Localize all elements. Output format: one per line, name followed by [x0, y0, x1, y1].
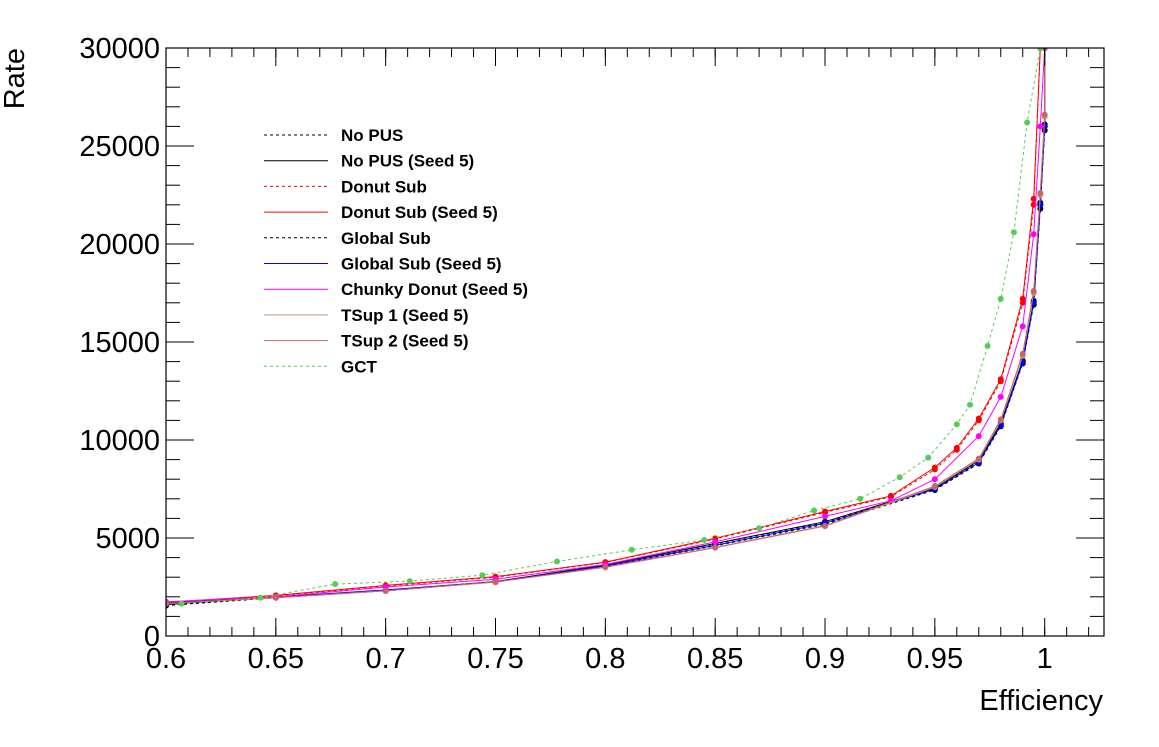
y-tick-label: 0	[144, 621, 160, 653]
legend-label: Chunky Donut (Seed 5)	[341, 280, 528, 299]
legend-label: TSup 1 (Seed 5)	[341, 306, 469, 325]
legend: No PUS No PUS (Seed 5) Donut Sub Donut Sub …	[264, 126, 528, 376]
data-point	[811, 507, 818, 514]
data-point	[178, 600, 185, 607]
data-point	[628, 546, 635, 553]
legend-label: No PUS	[341, 126, 403, 145]
x-axis: 0.6 0.65 0.7 0.75 0.8 0.85 0.9 0.95 1	[146, 48, 1090, 675]
data-point	[953, 421, 960, 428]
y-tick-label: 30000	[79, 33, 160, 65]
data-point	[602, 564, 609, 571]
data-point	[967, 401, 973, 408]
x-tick-label: 0.65	[248, 643, 304, 675]
y-tick-label: 25000	[79, 131, 160, 163]
data-point	[931, 476, 938, 483]
data-point	[975, 415, 982, 422]
x-tick-label: 0.85	[687, 643, 743, 675]
y-axis-title: Rate	[0, 48, 31, 109]
data-point	[975, 455, 982, 462]
legend-label: Donut Sub	[341, 177, 427, 196]
data-point	[701, 536, 708, 543]
data-point	[997, 295, 1004, 302]
data-point	[272, 594, 279, 601]
data-point	[257, 594, 264, 601]
legend-label: GCT	[341, 357, 378, 376]
data-point	[953, 444, 960, 451]
data-point	[822, 513, 829, 520]
legend-label: No PUS (Seed 5)	[341, 152, 474, 171]
data-point	[1019, 323, 1026, 330]
x-tick-label: 0.95	[907, 643, 963, 675]
data-point	[1037, 123, 1044, 130]
data-point	[1010, 229, 1017, 236]
data-point	[1037, 201, 1044, 208]
legend-label: TSup 2 (Seed 5)	[341, 332, 469, 351]
data-point	[1030, 195, 1037, 202]
data-point	[822, 508, 829, 515]
x-tick-label: 0.6	[146, 643, 186, 675]
data-point	[756, 525, 763, 532]
data-point	[712, 544, 719, 551]
data-point	[479, 572, 486, 579]
data-point	[997, 416, 1004, 423]
series-line-gct	[181, 48, 1041, 605]
data-point	[1024, 119, 1031, 126]
data-point	[997, 393, 1004, 400]
data-point	[822, 522, 829, 529]
y-axis: 0 5000 10000 15000 20000 25000 30000	[79, 33, 1104, 653]
data-point	[887, 492, 894, 499]
x-tick-label: 0.9	[805, 643, 845, 675]
y-tick-label: 10000	[79, 425, 160, 457]
series-gct	[178, 48, 1044, 607]
data-point	[1041, 111, 1048, 118]
x-tick-label: 0.8	[585, 643, 625, 675]
data-point	[1019, 350, 1026, 357]
data-point	[931, 483, 938, 490]
x-tick-label: 0.7	[366, 643, 406, 675]
data-point	[406, 578, 413, 585]
data-point	[857, 495, 864, 502]
y-tick-label: 15000	[79, 327, 160, 359]
data-point	[166, 600, 169, 607]
data-point	[931, 464, 938, 471]
data-point	[712, 538, 719, 545]
data-point	[1030, 231, 1037, 238]
data-point	[332, 581, 339, 588]
data-point	[896, 474, 903, 481]
data-point	[984, 342, 991, 349]
y-tick-label: 5000	[95, 523, 160, 555]
data-point	[1037, 190, 1044, 197]
legend-label: Donut Sub (Seed 5)	[341, 203, 498, 222]
legend-label: Global Sub (Seed 5)	[341, 255, 502, 274]
data-point	[1019, 295, 1026, 302]
data-point	[1037, 48, 1044, 51]
legend-label: Global Sub	[341, 229, 431, 248]
series-layer	[166, 48, 1048, 609]
data-point	[382, 587, 389, 594]
data-point	[1041, 123, 1048, 130]
data-point	[1030, 288, 1037, 295]
series-tsup-2-seed-5	[166, 48, 1048, 607]
data-point	[925, 454, 932, 461]
data-point	[492, 578, 499, 585]
y-tick-label: 20000	[79, 229, 160, 261]
x-tick-label: 0.75	[467, 643, 523, 675]
x-tick-label: 1	[1037, 643, 1053, 675]
x-axis-title: Efficiency	[979, 685, 1103, 717]
data-point	[997, 376, 1004, 383]
data-point	[975, 433, 982, 440]
data-point	[554, 558, 561, 565]
